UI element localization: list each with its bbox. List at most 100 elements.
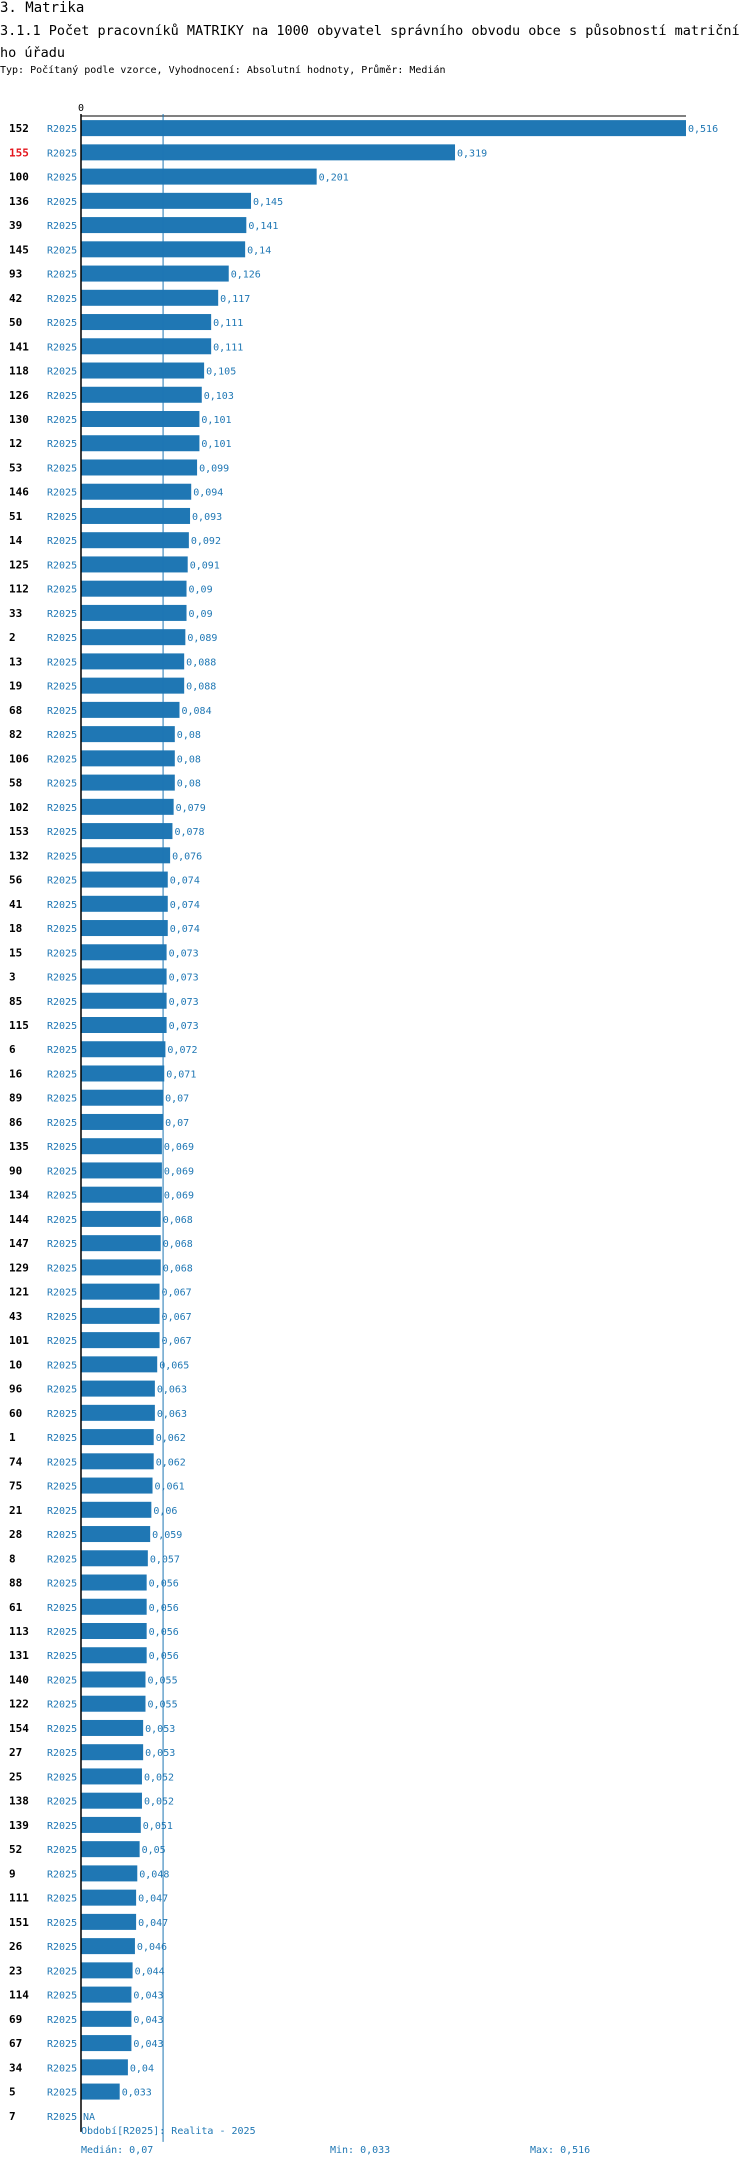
series-label: R2025: [47, 1142, 77, 1153]
bar: [81, 580, 187, 597]
bar: [81, 1380, 155, 1397]
value-label: 0,056: [149, 1627, 179, 1638]
series-label: R2025: [47, 294, 77, 305]
category-label: 7: [9, 2110, 16, 2123]
bar: [81, 847, 171, 864]
value-label: 0,04: [130, 2063, 154, 2074]
value-label: 0,201: [319, 173, 349, 184]
bar: [81, 1307, 160, 1324]
value-label: 0,14: [247, 245, 271, 256]
zero-tick-label: 0: [78, 103, 84, 114]
category-label: 155: [9, 146, 29, 159]
series-label: R2025: [47, 415, 77, 426]
bar: [81, 1865, 138, 1882]
series-label: R2025: [47, 512, 77, 523]
bar: [81, 168, 317, 185]
category-label: 12: [9, 437, 22, 450]
bar: [81, 2083, 120, 2100]
value-label: 0,08: [177, 730, 201, 741]
category-label: 13: [9, 655, 22, 668]
bar: [81, 314, 212, 331]
value-label: 0,094: [193, 488, 223, 499]
series-label: R2025: [47, 730, 77, 741]
series-label: R2025: [47, 2088, 77, 2099]
category-label: 82: [9, 728, 22, 741]
value-label: 0,068: [163, 1263, 193, 1274]
bar: [81, 653, 185, 670]
category-label: 6: [9, 1043, 16, 1056]
value-label: 0,051: [143, 1821, 173, 1832]
category-label: 75: [9, 1480, 22, 1493]
value-label: 0,059: [152, 1530, 182, 1541]
series-label: R2025: [47, 1288, 77, 1299]
value-label: 0,067: [162, 1336, 192, 1347]
value-label: 0,145: [253, 197, 283, 208]
series-label: R2025: [47, 585, 77, 596]
bar: [81, 629, 186, 646]
category-label: 28: [9, 1528, 22, 1541]
category-label: 140: [9, 1673, 29, 1686]
category-label: 139: [9, 1819, 29, 1832]
bar: [81, 701, 180, 718]
bar: [81, 1404, 155, 1421]
category-label: 39: [9, 219, 22, 232]
category-label: 111: [9, 1892, 29, 1905]
chart-title: 3.1.1 Počet pracovníků MATRIKY na 1000 o…: [0, 23, 740, 61]
series-label: R2025: [47, 633, 77, 644]
value-label: 0,056: [149, 1651, 179, 1662]
bar: [81, 1501, 152, 1518]
category-label: 113: [9, 1625, 29, 1638]
category-label: 118: [9, 365, 29, 378]
category-label: 122: [9, 1698, 29, 1711]
series-label: R2025: [47, 560, 77, 571]
category-label: 42: [9, 292, 22, 305]
value-label: 0,076: [172, 851, 202, 862]
value-label: 0,067: [162, 1312, 192, 1323]
series-label: R2025: [47, 1724, 77, 1735]
bar: [81, 532, 189, 549]
bar: [81, 1283, 160, 1300]
series-label: R2025: [47, 221, 77, 232]
series-label: R2025: [47, 391, 77, 402]
series-label: R2025: [47, 1918, 77, 1929]
bar: [81, 1671, 146, 1688]
bar: [81, 1017, 167, 1033]
bar: [81, 1962, 133, 1979]
series-label: R2025: [47, 1482, 77, 1493]
bar: [81, 1816, 141, 1833]
category-label: 51: [9, 510, 23, 523]
value-label: 0,068: [163, 1239, 193, 1250]
category-label: 100: [9, 171, 29, 184]
bar: [81, 386, 202, 403]
value-label: NA: [83, 2112, 95, 2123]
bar: [81, 1744, 144, 1761]
category-label: 88: [9, 1577, 22, 1590]
series-label: R2025: [47, 1506, 77, 1517]
series-label: R2025: [47, 1045, 77, 1056]
category-label: 151: [9, 1916, 29, 1929]
category-label: 50: [9, 316, 22, 329]
value-label: 0,055: [147, 1675, 177, 1686]
bar: [81, 1210, 161, 1227]
series-label: R2025: [47, 1360, 77, 1371]
category-label: 52: [9, 1843, 22, 1856]
bar: [81, 1574, 147, 1591]
series-label: R2025: [47, 803, 77, 814]
category-label: 5: [9, 2086, 16, 2099]
category-label: 136: [9, 195, 29, 208]
bar: [81, 459, 198, 476]
value-label: 0,319: [457, 148, 487, 159]
category-label: 67: [9, 2037, 22, 2050]
series-label: R2025: [47, 682, 77, 693]
value-label: 0,046: [137, 1942, 167, 1953]
category-label: 135: [9, 1140, 29, 1153]
category-label: 106: [9, 752, 29, 765]
category-label: 21: [9, 1504, 23, 1517]
category-label: 138: [9, 1795, 29, 1808]
bar: [81, 1768, 142, 1785]
value-label: 0,111: [213, 318, 243, 329]
category-label: 23: [9, 1964, 22, 1977]
value-label: 0,103: [204, 391, 234, 402]
value-label: 0,061: [155, 1482, 185, 1493]
category-label: 25: [9, 1770, 22, 1783]
